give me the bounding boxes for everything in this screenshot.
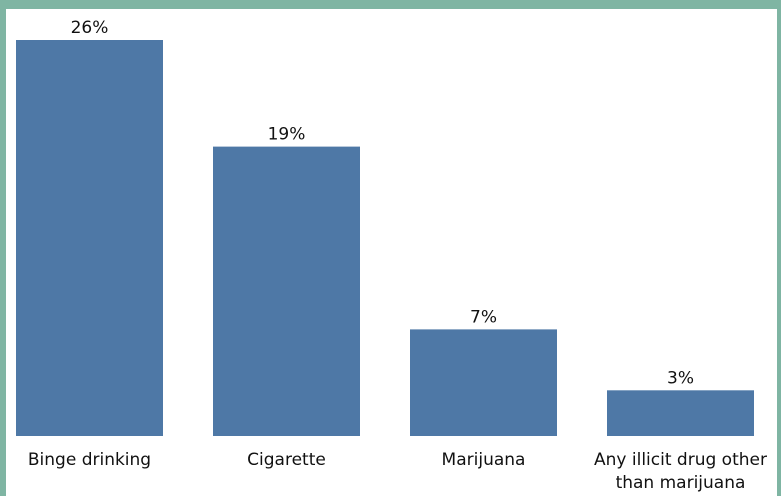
value-label-2: 7% bbox=[470, 307, 497, 327]
bar-0 bbox=[16, 40, 163, 436]
value-labels-group: 26% 19% 7% 3% bbox=[71, 18, 694, 388]
bar-1 bbox=[213, 146, 360, 436]
category-label-2-line-0: Marijuana bbox=[442, 450, 526, 470]
bar-chart: 26% 19% 7% 3% Binge drinking Cigarette Mariju… bbox=[16, 18, 767, 493]
bars-group bbox=[16, 40, 754, 436]
value-label-0: 26% bbox=[71, 18, 109, 38]
chart-panel: 26% 19% 7% 3% Binge drinking Cigarette Mariju… bbox=[6, 9, 777, 496]
category-labels-group: Binge drinking Cigarette Marijuana Any illi… bbox=[28, 450, 767, 493]
category-label-3-line-1: than marijuana bbox=[616, 473, 746, 493]
bar-2 bbox=[410, 329, 557, 436]
value-label-3: 3% bbox=[667, 368, 694, 388]
category-label-1-line-0: Cigarette bbox=[247, 450, 326, 470]
category-label-0-line-0: Binge drinking bbox=[28, 450, 151, 470]
bar-3 bbox=[607, 390, 754, 436]
value-label-1: 19% bbox=[268, 125, 306, 145]
category-label-3-line-0: Any illicit drug other bbox=[594, 450, 767, 470]
